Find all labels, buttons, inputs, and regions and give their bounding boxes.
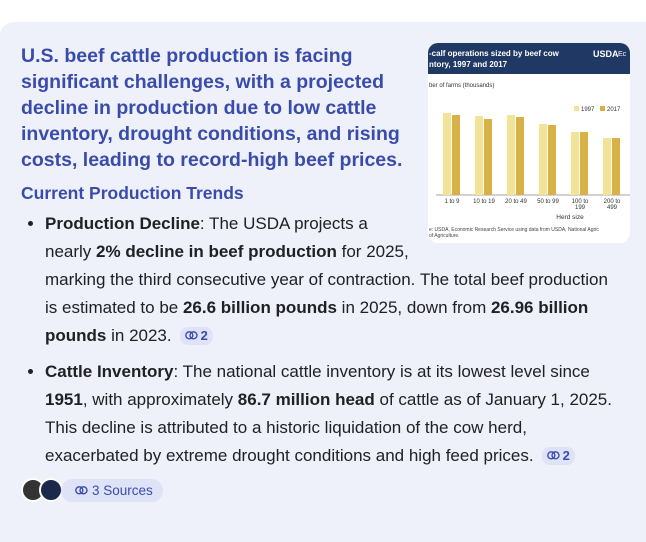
text: in 2023. (106, 326, 172, 345)
x-tick-label: 499 (607, 205, 618, 211)
bar (603, 138, 611, 195)
chart-thumbnail[interactable]: -calf operations sized by beef cow ntory,… (428, 43, 630, 243)
legend-swatch (574, 106, 579, 111)
text: in 2025, down from (336, 298, 491, 317)
legend-swatch (600, 106, 605, 111)
x-tick-label: 1 to 9 (444, 199, 460, 205)
x-tick-label: 20 to 49 (505, 199, 527, 205)
chart-source: of Agriculture. (429, 233, 460, 239)
answer-card: -calf operations sized by beef cow ntory,… (0, 22, 646, 542)
x-axis-label: Herd size (556, 214, 584, 221)
bold-text: 26.96 billion pounds (45, 298, 589, 345)
bullet-item: Production Decline: The USDA projects a … (45, 210, 616, 350)
bar (443, 113, 451, 195)
bar (484, 119, 492, 195)
link-icon (184, 331, 198, 340)
link-icon (75, 485, 88, 495)
legend-label: 1997 (581, 107, 595, 113)
citation-chip[interactable]: 2 (541, 446, 575, 465)
legend-label: 2017 (607, 107, 621, 113)
chart-title: ntory, 1997 and 2017 (429, 60, 508, 69)
x-tick-label: 199 (575, 205, 586, 211)
citation-count: 2 (562, 447, 570, 463)
sources-row: 3 Sources (21, 478, 616, 502)
text: : The USDA projects a nearly (45, 214, 368, 261)
bar (507, 115, 515, 195)
logo-text: Ec (618, 51, 627, 58)
chart-header (428, 43, 630, 74)
text: : The national cattle inventory is at it… (173, 362, 590, 381)
x-tick-label: 200 to (604, 199, 621, 205)
bar (580, 132, 588, 195)
citation-count: 2 (200, 327, 208, 343)
source-icon (39, 478, 63, 502)
link-icon (546, 451, 560, 460)
text: , with approximately (82, 390, 238, 409)
x-tick-label: 100 to (572, 199, 589, 205)
logo: USDA (593, 49, 619, 59)
bar (612, 138, 620, 195)
bar (548, 125, 556, 195)
bold-text: 86.7 million head (237, 390, 375, 409)
chart: -calf operations sized by beef cow ntory,… (428, 43, 630, 239)
bar (475, 116, 483, 195)
chart-source: e: USDA, Economic Research Service using… (429, 227, 599, 233)
section-heading: Current Production Trends (21, 183, 244, 203)
bar (452, 115, 460, 195)
y-axis-label: ber of farms (thousands) (429, 83, 494, 89)
bold-text: Cattle Inventory (45, 362, 174, 381)
sources-label: 3 Sources (92, 482, 153, 498)
bullet-list: Production Decline: The USDA projects a … (21, 210, 616, 470)
text: for 2025, marking the third consecutive … (45, 242, 608, 317)
bold-text: 2% decline in beef production (96, 242, 337, 261)
x-tick-label: 50 to 99 (537, 199, 559, 205)
chart-title: -calf operations sized by beef cow (429, 49, 560, 58)
citation-chip[interactable]: 2 (179, 326, 213, 345)
bar (571, 132, 579, 195)
bold-text: 1951 (45, 390, 83, 409)
x-tick-label: 10 to 19 (473, 199, 495, 205)
bar (516, 117, 524, 195)
text: of cattle as of January 1, 2025. This de… (45, 390, 612, 465)
bold-text: Production Decline (45, 214, 200, 233)
bold-text: 26.6 billion pounds (182, 298, 337, 317)
sources-button[interactable]: 3 Sources (61, 478, 163, 502)
bar (539, 124, 547, 195)
bullet-item: Cattle Inventory: The national cattle in… (45, 358, 616, 470)
answer-title: U.S. beef cattle production is facing si… (21, 45, 403, 171)
